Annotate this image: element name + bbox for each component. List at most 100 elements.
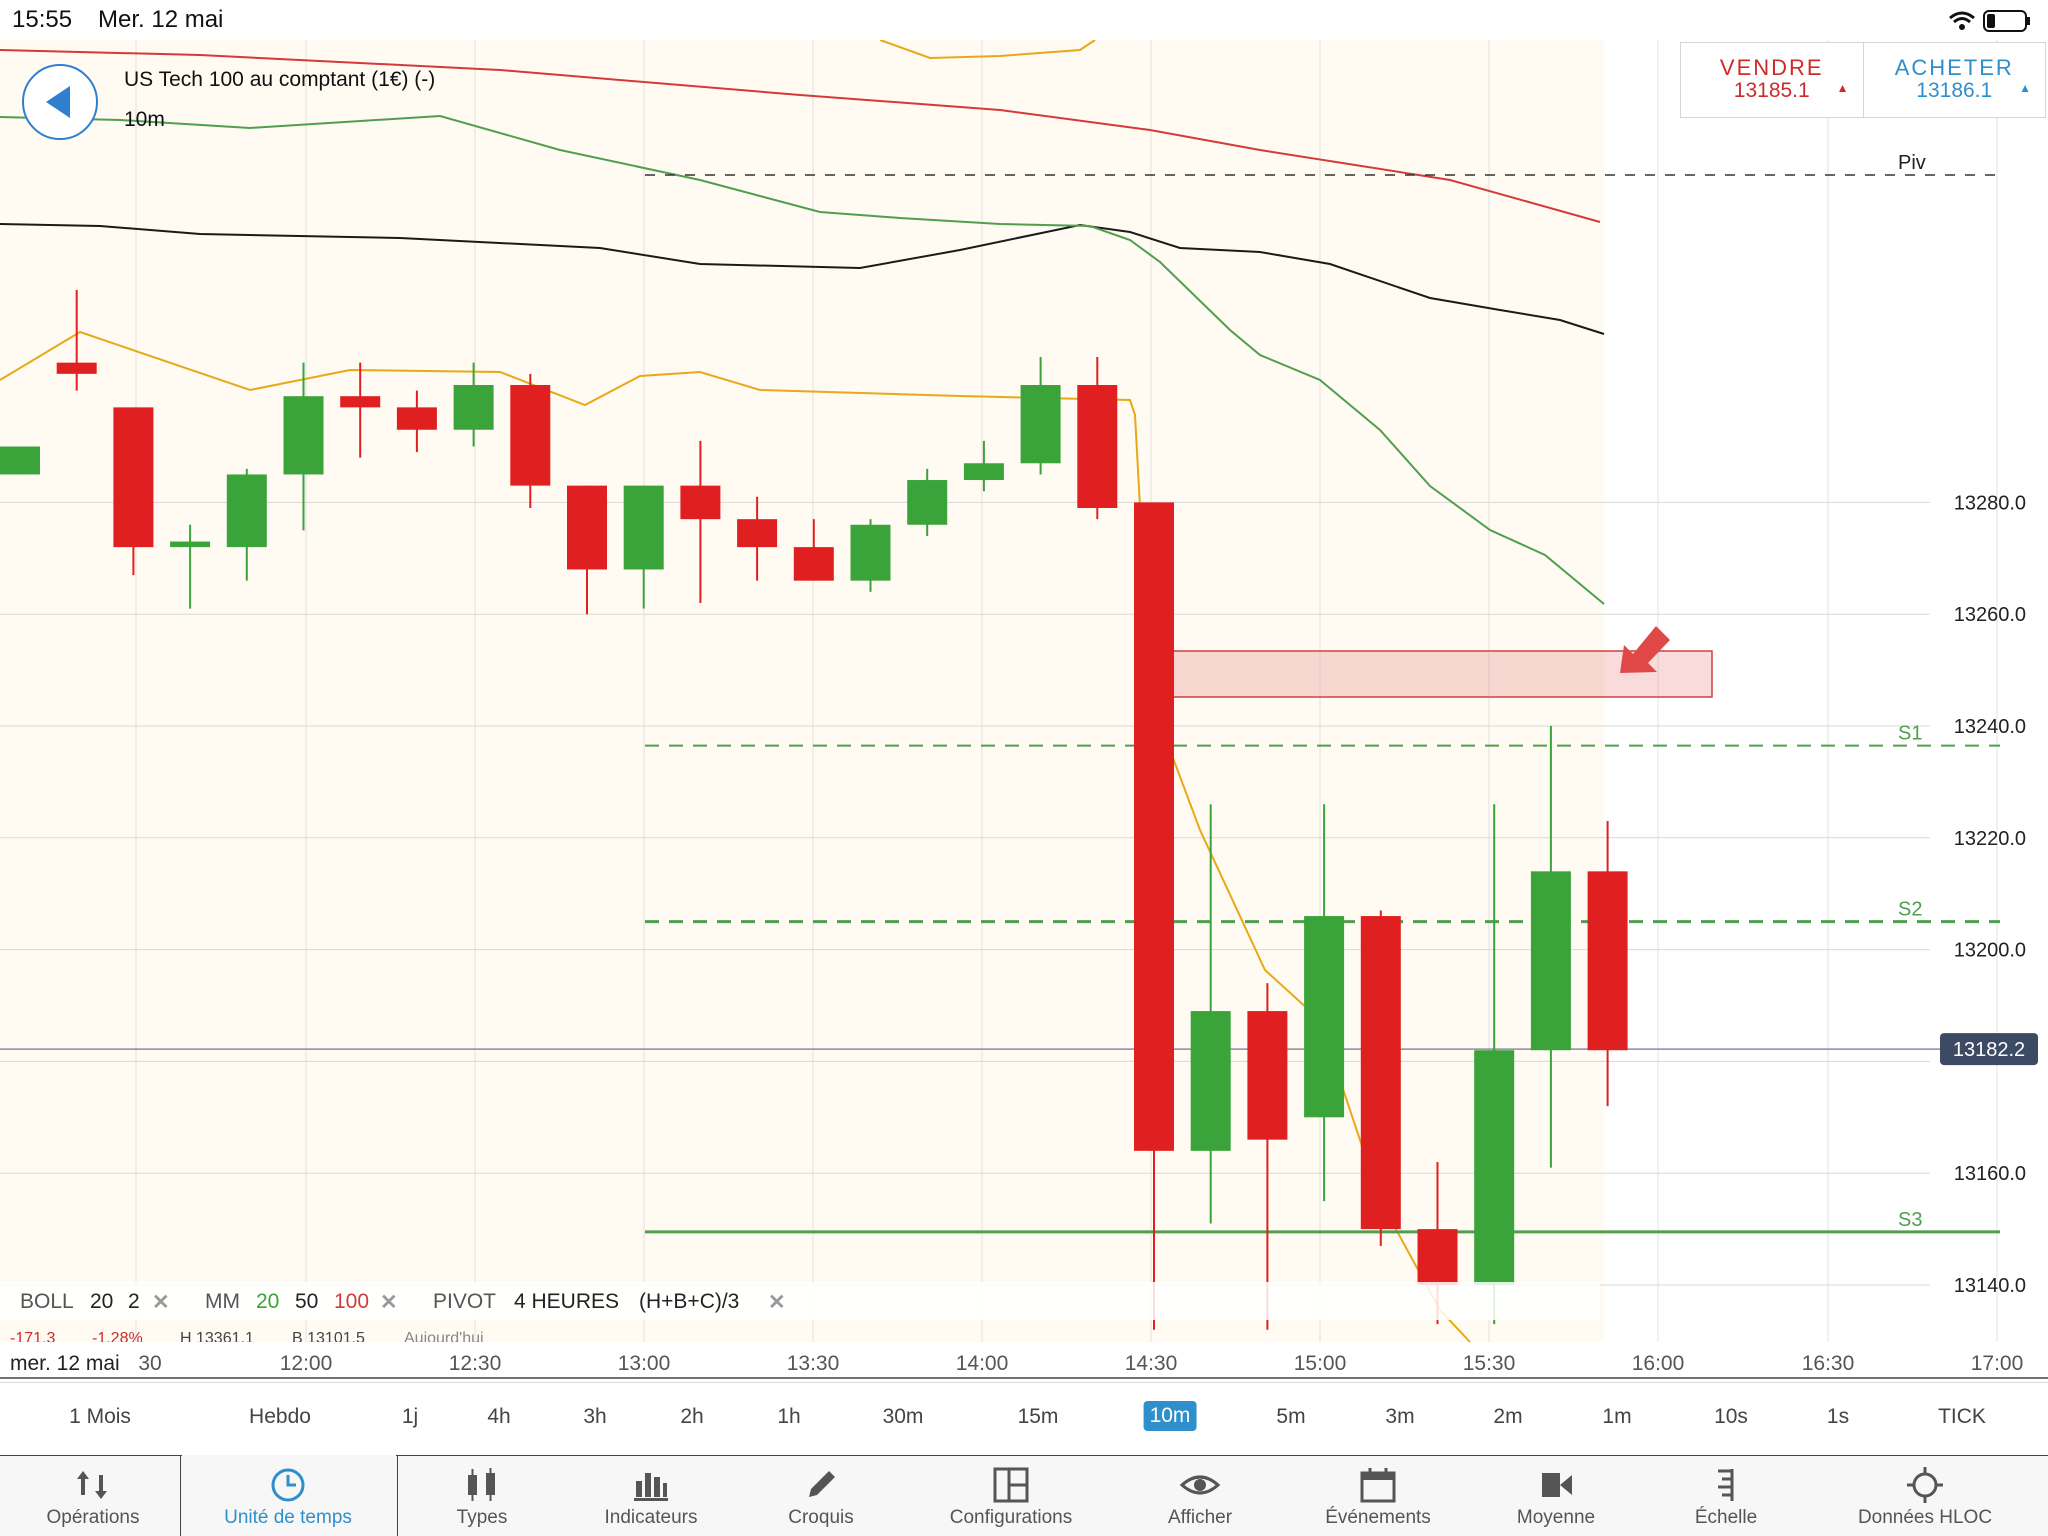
candle-body[interactable] <box>680 485 721 520</box>
candle-body[interactable] <box>453 385 494 430</box>
pivot-name[interactable]: PIVOT <box>433 1290 497 1313</box>
x-tick-label: 14:00 <box>956 1352 1009 1375</box>
timeframe-tick[interactable]: TICK <box>1938 1405 1986 1428</box>
x-tick-label: 30 <box>138 1352 161 1375</box>
candle-body[interactable] <box>113 407 154 548</box>
timeframe-3m[interactable]: 3m <box>1385 1405 1415 1428</box>
candle-body[interactable] <box>283 396 324 475</box>
session-period: Aujourd'hui <box>404 1330 484 1342</box>
timeframe-5m[interactable]: 5m <box>1276 1405 1306 1428</box>
pivot-label-piv: Piv <box>1898 152 1926 174</box>
timeframe-1j[interactable]: 1j <box>401 1405 419 1428</box>
candle-body[interactable] <box>907 480 948 525</box>
chart-timeframe-label: 10m <box>124 108 165 131</box>
scale-icon <box>1718 1469 1734 1501</box>
candle-body[interactable] <box>1474 1050 1515 1285</box>
toolbar-crosshair-button[interactable]: Données HLOC <box>1845 1455 2005 1536</box>
toolbar-label: Événements <box>1325 1507 1431 1528</box>
candle-body[interactable] <box>56 362 97 374</box>
candle-body[interactable] <box>1020 385 1061 464</box>
timeframe-2h[interactable]: 2h <box>680 1405 704 1428</box>
sell-price: 13185.1 <box>1733 79 1810 102</box>
resistance-zone[interactable] <box>1171 650 1713 698</box>
layout-icon <box>993 1467 1029 1503</box>
candle-body[interactable] <box>396 407 437 430</box>
candle-body[interactable] <box>1530 871 1571 1051</box>
toolbar-layout-button[interactable]: Configurations <box>931 1455 1091 1536</box>
timeframe-4h[interactable]: 4h <box>487 1405 511 1428</box>
pivot-label-s1: S1 <box>1898 723 1922 745</box>
ma100-line <box>0 49 1601 223</box>
timeframe-hebdo[interactable]: Hebdo <box>249 1405 311 1428</box>
crosshair-icon <box>1907 1467 1943 1503</box>
status-date: Mer. 12 mai <box>98 6 224 33</box>
toolbar-scale-button[interactable]: Échelle <box>1646 1455 1806 1536</box>
clock-icon <box>271 1468 305 1502</box>
operations-icon <box>77 1471 107 1499</box>
candle-body[interactable] <box>737 519 778 548</box>
boll-deviation: 2 <box>128 1290 140 1313</box>
candle-body[interactable] <box>1360 916 1401 1230</box>
candle-body[interactable] <box>1190 1011 1231 1151</box>
candle-body[interactable] <box>567 485 607 570</box>
annotation-arrow-icon[interactable] <box>1620 626 1670 673</box>
candle-body[interactable] <box>1134 502 1174 1151</box>
timeframe-3h[interactable]: 3h <box>583 1405 607 1428</box>
buy-button[interactable]: ACHETER 13186.1 ▲ <box>1862 43 2046 117</box>
remove-pivot-icon[interactable]: ✕ <box>768 1291 786 1314</box>
status-bar: 15:55 Mer. 12 mai <box>0 0 2048 40</box>
candle-body[interactable] <box>963 463 1004 481</box>
candle-body[interactable] <box>1077 385 1118 508</box>
timeframe-30m[interactable]: 30m <box>882 1405 924 1428</box>
candle-body[interactable] <box>510 385 551 486</box>
timeframe-selector: 1 Mois Hebdo 1j 4h 3h 2h 1h 30m 15m 10m 5m 3m 2m 1m 10… <box>0 1382 2048 1456</box>
toolbar-candles-button[interactable]: Types <box>402 1455 562 1536</box>
toolbar-operations-button[interactable]: Opérations <box>13 1455 173 1536</box>
candle-body[interactable] <box>1247 1011 1288 1140</box>
y-tick-label: 13160.0 <box>1954 1163 2026 1185</box>
toolbar-clock-button[interactable]: Unité de temps <box>208 1455 368 1536</box>
timeframe-10m[interactable]: 10m <box>1143 1401 1197 1431</box>
toolbar-eye-button[interactable]: Afficher <box>1120 1455 1280 1536</box>
toolbar-label: Afficher <box>1167 1507 1233 1528</box>
candle-body[interactable] <box>850 524 891 581</box>
session-background <box>0 40 1604 1342</box>
toolbar-calendar-button[interactable]: Événements <box>1298 1455 1458 1536</box>
candle-body[interactable] <box>1304 916 1345 1118</box>
candle-body[interactable] <box>170 541 211 548</box>
candle-body[interactable] <box>226 474 267 548</box>
candle-body[interactable] <box>340 396 381 408</box>
timeframe-1h[interactable]: 1h <box>777 1405 801 1428</box>
boll-name[interactable]: BOLL <box>20 1290 74 1313</box>
toolbar-label: Unité de temps <box>224 1507 352 1528</box>
timeframe-1m[interactable]: 1m <box>1602 1405 1632 1428</box>
timeframe-2m[interactable]: 2m <box>1493 1405 1523 1428</box>
toolbar-camera-button[interactable]: Moyenne <box>1476 1455 1636 1536</box>
candle-body[interactable] <box>1417 1229 1458 1285</box>
timeframe-1-mois[interactable]: 1 Mois <box>69 1405 131 1428</box>
toolbar-pencil-button[interactable]: Croquis <box>741 1455 901 1536</box>
bollinger-upper-line <box>879 39 1096 60</box>
remove-boll-icon[interactable]: ✕ <box>152 1291 170 1314</box>
y-tick-label: 13140.0 <box>1954 1275 2026 1297</box>
candle-body[interactable] <box>623 485 664 570</box>
pivot-period: 4 HEURES <box>514 1290 620 1313</box>
toolbar-bars-button[interactable]: Indicateurs <box>571 1455 731 1536</box>
candle-body[interactable] <box>0 446 40 475</box>
buy-price: 13186.1 <box>1916 79 1993 102</box>
toolbar-label: Données HLOC <box>1857 1507 1993 1528</box>
sell-button[interactable]: VENDRE 13185.1 ▲ <box>1681 43 1863 117</box>
back-arrow-icon <box>46 86 70 118</box>
candle-body[interactable] <box>793 547 834 581</box>
x-tick-label: 13:00 <box>618 1352 671 1375</box>
remove-mm-icon[interactable]: ✕ <box>380 1291 398 1314</box>
mm-name[interactable]: MM <box>205 1290 240 1313</box>
bottom-toolbar: Opérations Unité de temps Types Indicateurs… <box>0 1455 2048 1536</box>
candle-body[interactable] <box>1587 871 1628 1051</box>
timeframe-10s[interactable]: 10s <box>1714 1405 1748 1428</box>
session-change: -171.3 <box>10 1330 56 1342</box>
timeframe-15m[interactable]: 15m <box>1017 1405 1059 1428</box>
back-button[interactable] <box>22 64 98 140</box>
timeframe-1s[interactable]: 1s <box>1826 1405 1850 1428</box>
